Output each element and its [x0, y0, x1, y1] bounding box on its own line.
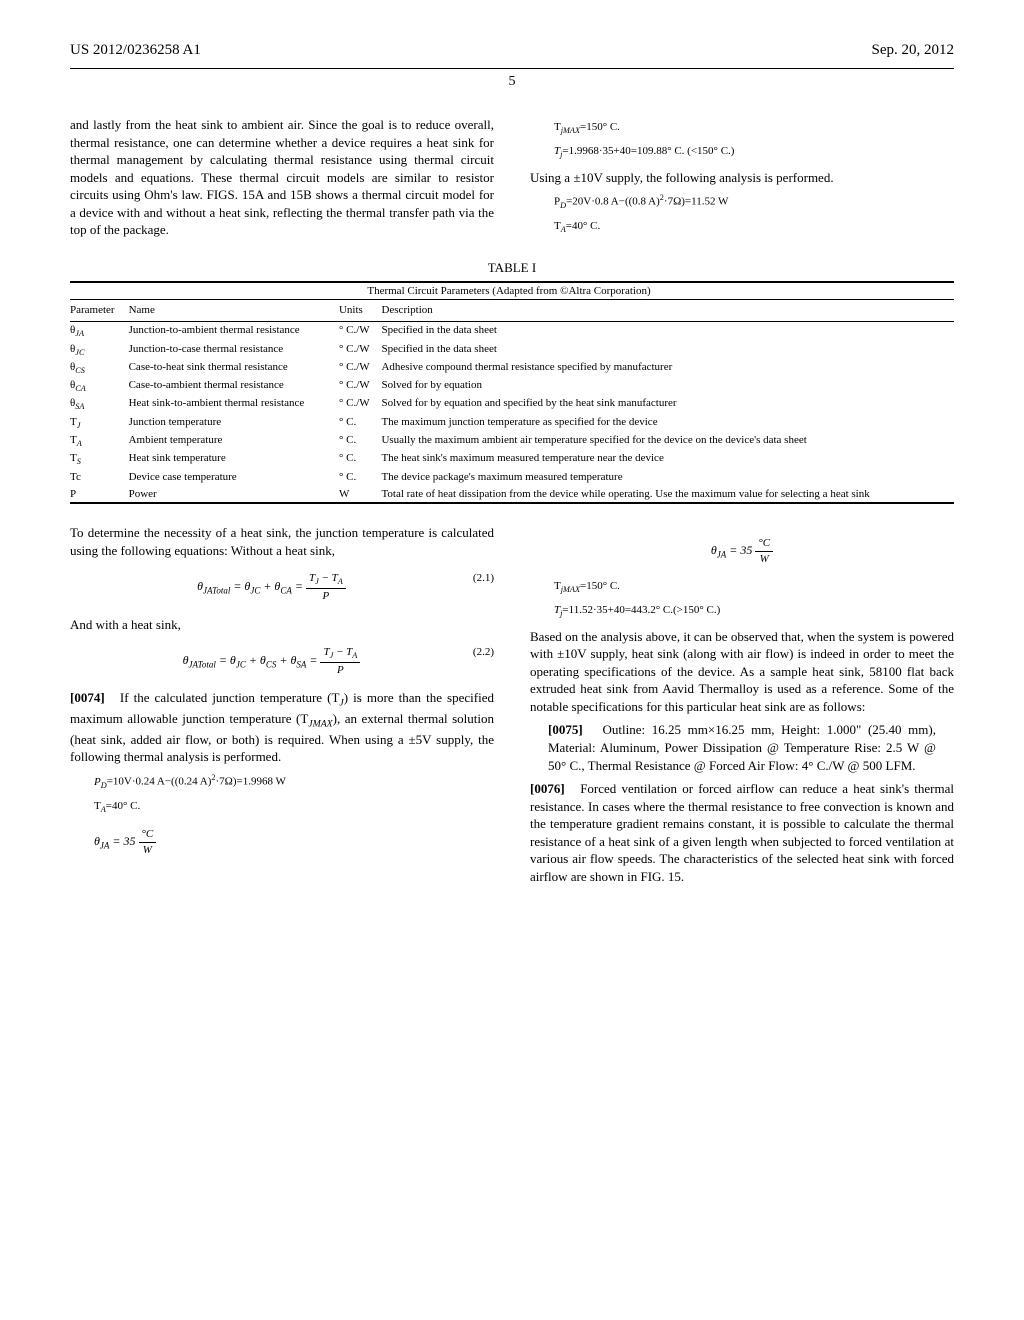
- based-on-analysis: Based on the analysis above, it can be o…: [530, 628, 954, 716]
- left-column-lower: To determine the necessity of a heat sin…: [70, 524, 494, 891]
- using-10v: Using a ±10V supply, the following analy…: [530, 169, 954, 187]
- para-0074-num: [0074]: [70, 690, 105, 705]
- theta-ja-1: θJA = 35 °CW: [94, 827, 494, 858]
- page-header: US 2012/0236258 A1 Sep. 20, 2012: [70, 40, 954, 60]
- col-units: Units: [339, 300, 381, 322]
- header-rule: [70, 68, 954, 69]
- table-row: PPowerWTotal rate of heat dissipation fr…: [70, 486, 954, 504]
- tj-result-2: Tj=11.52·35+40=443.2° C.(>150° C.): [554, 603, 954, 619]
- table-row: θJCJunction-to-case thermal resistance° …: [70, 341, 954, 359]
- ta-2: TA=40° C.: [554, 219, 954, 235]
- table-row: θSAHeat sink-to-ambient thermal resistan…: [70, 395, 954, 413]
- equation-2-2: θJATotal = θJC + θCS + θSA = TJ − TAP (2…: [70, 645, 494, 677]
- intro-paragraph: and lastly from the heat sink to ambient…: [70, 116, 494, 239]
- para-0076-num: [0076]: [530, 781, 565, 796]
- table-row: TJJunction temperature° C.The maximum ju…: [70, 414, 954, 432]
- tj-result-1: Tj=1.9968·35+40=109.88° C. (<150° C.): [554, 144, 954, 160]
- right-column-lower: θJA = 35 °CW TjMAX=150° C. Tj=11.52·35+4…: [530, 524, 954, 891]
- right-column-top: TjMAX=150° C. Tj=1.9968·35+40=109.88° C.…: [530, 116, 954, 245]
- eq-2-1-number: (2.1): [473, 571, 494, 586]
- tjmax-2: TjMAX=150° C.: [554, 579, 954, 595]
- table-row: TSHeat sink temperature° C.The heat sink…: [70, 450, 954, 468]
- table-title: TABLE I: [70, 259, 954, 277]
- table-row: TAAmbient temperature° C.Usually the max…: [70, 432, 954, 450]
- para-0076-text: Forced ventilation or forced airflow can…: [530, 781, 954, 884]
- with-heatsink-text: And with a heat sink,: [70, 616, 494, 634]
- para-0075: [0075] Outline: 16.25 mm×16.25 mm, Heigh…: [548, 721, 936, 774]
- table-subtitle: Thermal Circuit Parameters (Adapted from…: [70, 282, 954, 300]
- eq-2-2-number: (2.2): [473, 645, 494, 660]
- table-row: TcDevice case temperature° C.The device …: [70, 469, 954, 486]
- para-0075-text: Outline: 16.25 mm×16.25 mm, Height: 1.00…: [548, 722, 936, 772]
- para-0076: [0076] Forced ventilation or forced airf…: [530, 780, 954, 885]
- thermal-params-table: Thermal Circuit Parameters (Adapted from…: [70, 281, 954, 507]
- after-table-text: To determine the necessity of a heat sin…: [70, 524, 494, 559]
- pd-2: PD=20V·0.8 A−((0.8 A)2·7Ω)=11.52 W: [554, 192, 954, 211]
- ta-1: TA=40° C.: [94, 799, 494, 815]
- doc-id: US 2012/0236258 A1: [70, 40, 201, 60]
- theta-ja-2: θJA = 35 °CW: [530, 536, 954, 567]
- left-column: and lastly from the heat sink to ambient…: [70, 116, 494, 245]
- table-row: θJAJunction-to-ambient thermal resistanc…: [70, 322, 954, 341]
- page-number: 5: [70, 73, 954, 92]
- table-row: θCSCase-to-heat sink thermal resistance°…: [70, 359, 954, 377]
- tjmax-1: TjMAX=150° C.: [554, 120, 954, 136]
- equation-2-1: θJATotal = θJC + θCA = TJ − TAP (2.1): [70, 571, 494, 603]
- col-name: Name: [129, 300, 339, 322]
- col-parameter: Parameter: [70, 300, 129, 322]
- pd-1: PD=10V·0.24 A−((0.24 A)2·7Ω)=1.9968 W: [94, 772, 494, 791]
- doc-date: Sep. 20, 2012: [872, 40, 955, 60]
- table-row: θCACase-to-ambient thermal resistance° C…: [70, 377, 954, 395]
- para-0075-num: [0075]: [548, 722, 583, 737]
- col-description: Description: [381, 300, 954, 322]
- para-0074: [0074] If the calculated junction temper…: [70, 689, 494, 766]
